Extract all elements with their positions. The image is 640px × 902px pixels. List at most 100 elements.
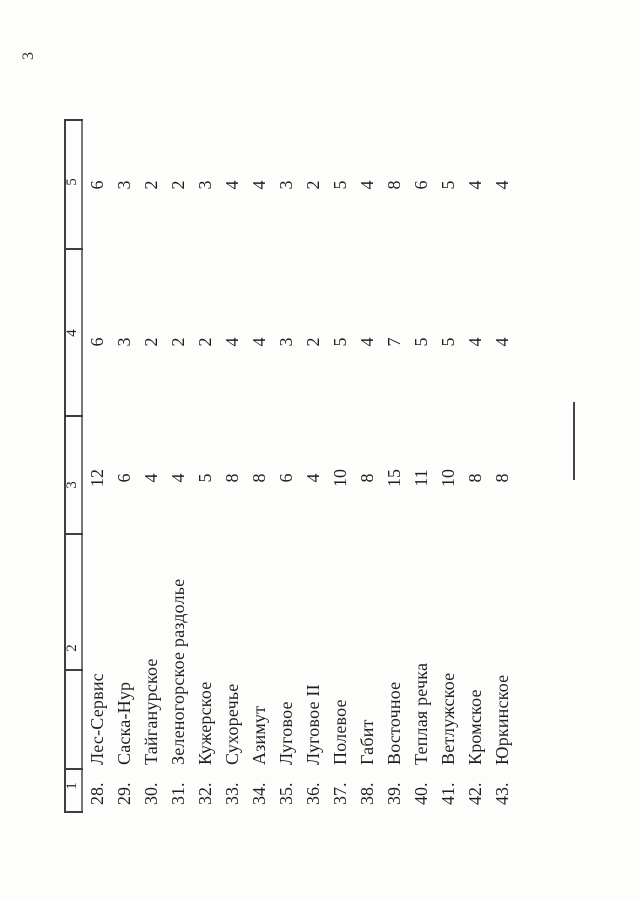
table-row: 30. Тайганурское 4 2 2: [138, 0, 165, 902]
row-name: Кужерское: [195, 681, 215, 765]
col3-value: 4: [168, 473, 188, 483]
row-name: Восточное: [384, 681, 404, 765]
row-name: Кромское: [465, 689, 485, 765]
column-header-4: 4: [64, 329, 80, 337]
table-row: 28. Лес-Сервис 12 6 6: [84, 0, 111, 902]
table-row: 41. Ветлужское 10 5 5: [435, 0, 462, 902]
row-number: 40.: [411, 782, 431, 806]
row-name: Лес-Сервис: [87, 673, 107, 765]
column-header-3: 3: [64, 481, 80, 489]
row-name: Азимут: [249, 705, 269, 765]
col4-value: 5: [411, 337, 431, 347]
col3-value: 6: [114, 473, 134, 483]
table-row: 35. Луговое 6 3 3: [273, 0, 300, 902]
col3-value: 11: [411, 469, 431, 487]
col4-value: 4: [222, 337, 242, 347]
col4-value: 5: [438, 337, 458, 347]
col4-value: 6: [87, 337, 107, 347]
col4-value: 3: [276, 337, 296, 347]
row-number: 34.: [249, 782, 269, 806]
row-number: 28.: [87, 782, 107, 806]
col3-value: 4: [303, 473, 323, 483]
table-row: 43. Юркинское 8 4 4: [489, 0, 516, 902]
table-row: 38. Габит 8 4 4: [354, 0, 381, 902]
row-number: 36.: [303, 782, 323, 806]
column-header-2: 2: [64, 644, 80, 652]
table-row: 39. Восточное 15 7 8: [381, 0, 408, 902]
row-number: 29.: [114, 782, 134, 806]
col5-value: 5: [438, 180, 458, 190]
col5-value: 5: [330, 180, 350, 190]
col4-value: 3: [114, 337, 134, 347]
column-header-5: 5: [64, 178, 80, 186]
col5-value: 3: [195, 180, 215, 190]
rule-fragment: [573, 402, 575, 480]
table-row: 32. Кужерское 5 2 3: [192, 0, 219, 902]
col5-value: 4: [492, 180, 512, 190]
column-divider: [64, 415, 83, 417]
row-name: Сухоречье: [222, 683, 242, 765]
col4-value: 2: [195, 337, 215, 347]
col4-value: 2: [168, 337, 188, 347]
table-row: 29. Саска-Нур 6 3 3: [111, 0, 138, 902]
table-row: 31. Зеленогорское раздолье 4 2 2: [165, 0, 192, 902]
col5-value: 4: [222, 180, 242, 190]
column-divider: [64, 669, 83, 671]
column-divider: [64, 119, 83, 121]
col5-value: 6: [87, 180, 107, 190]
col5-value: 4: [465, 180, 485, 190]
row-number: 41.: [438, 782, 458, 806]
row-number: 32.: [195, 782, 215, 806]
col4-value: 4: [492, 337, 512, 347]
col5-value: 8: [384, 180, 404, 190]
col3-value: 8: [492, 473, 512, 483]
row-name: Полевое: [330, 699, 350, 765]
row-number: 30.: [141, 782, 161, 806]
col5-value: 4: [357, 180, 377, 190]
col5-value: 3: [276, 180, 296, 190]
row-name: Юркинское: [492, 674, 512, 765]
col4-value: 4: [357, 337, 377, 347]
col5-value: 6: [411, 180, 431, 190]
column-divider: [64, 533, 83, 535]
col3-value: 8: [222, 473, 242, 483]
row-number: 37.: [330, 782, 350, 806]
column-divider: [64, 248, 83, 250]
col4-value: 2: [141, 337, 161, 347]
col4-value: 2: [303, 337, 323, 347]
col4-value: 5: [330, 337, 350, 347]
row-name: Луговое II: [303, 684, 323, 765]
row-name: Зеленогорское раздолье: [168, 578, 188, 765]
table-row: 42. Кромское 8 4 4: [462, 0, 489, 902]
row-number: 35.: [276, 782, 296, 806]
row-number: 38.: [357, 782, 377, 806]
row-name: Габит: [357, 719, 377, 765]
col4-value: 7: [384, 337, 404, 347]
col4-value: 4: [465, 337, 485, 347]
col3-value: 4: [141, 473, 161, 483]
col3-value: 5: [195, 473, 215, 483]
col3-value: 8: [357, 473, 377, 483]
table-row: 40. Теплая речка 11 5 6: [408, 0, 435, 902]
row-number: 33.: [222, 782, 242, 806]
row-number: 42.: [465, 782, 485, 806]
col5-value: 4: [249, 180, 269, 190]
col3-value: 10: [438, 469, 458, 487]
row-number: 39.: [384, 782, 404, 806]
col3-value: 15: [384, 469, 404, 487]
col3-value: 6: [276, 473, 296, 483]
col3-value: 8: [465, 473, 485, 483]
column-header-1: 1: [64, 782, 80, 790]
column-divider: [64, 768, 83, 770]
table-row: 33. Сухоречье 8 4 4: [219, 0, 246, 902]
row-name: Тайганурское: [141, 658, 161, 765]
table-header-separator: [81, 119, 83, 813]
table-top-border: [64, 119, 66, 813]
row-name: Теплая речка: [411, 662, 431, 765]
table-row: 37. Полевое 10 5 5: [327, 0, 354, 902]
column-divider: [64, 811, 83, 813]
row-name: Ветлужское: [438, 672, 458, 765]
